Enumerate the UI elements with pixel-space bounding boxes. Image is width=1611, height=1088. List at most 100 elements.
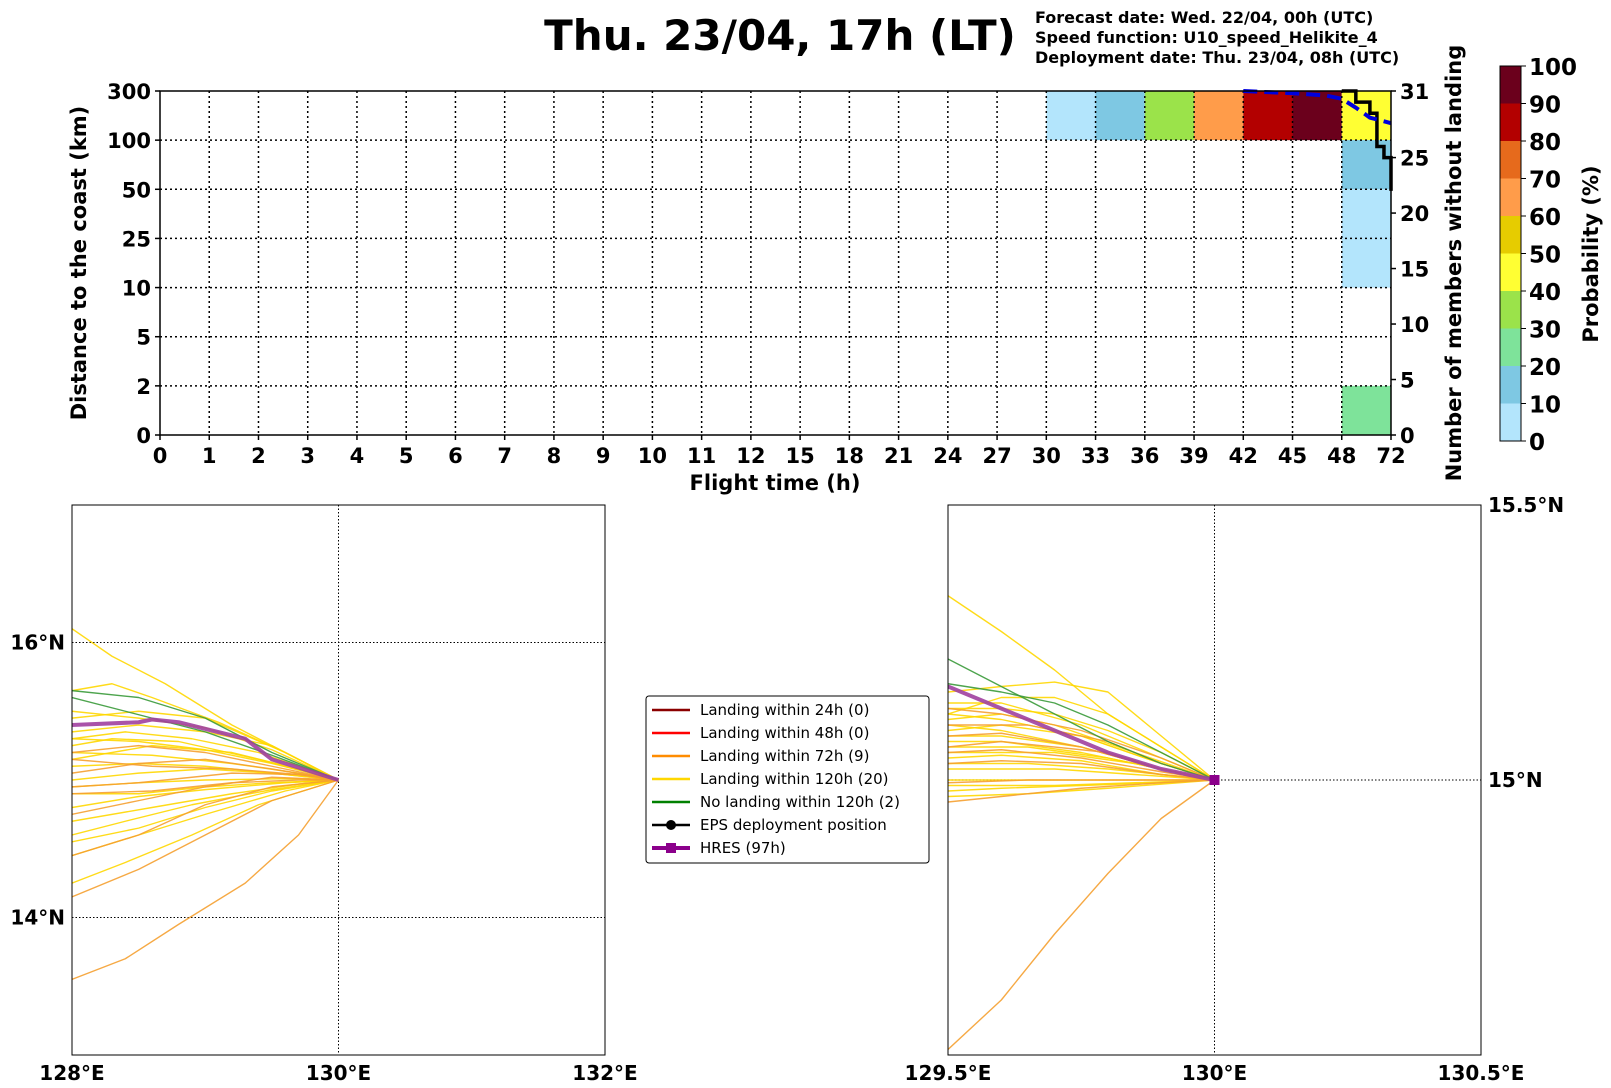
heatmap-x-tick-42: 42 [1229, 444, 1258, 468]
trajectory-member-22 [948, 779, 1215, 784]
heatmap-y-tick-300: 300 [107, 80, 151, 104]
trajectory-member-8 [72, 779, 339, 836]
map-lat-label-15°N: 15°N [1488, 768, 1543, 792]
colorbar-tick-70: 70 [1529, 168, 1561, 194]
trajectory-member-20 [948, 779, 1215, 1051]
heatmap-y-tick-5: 5 [136, 326, 151, 350]
heatmap-x-tick-7: 7 [497, 444, 512, 468]
trajectory-hres [948, 684, 1215, 782]
trajectory-member-29 [72, 689, 339, 781]
heatmap-x-tick-45: 45 [1278, 444, 1307, 468]
trajectory-member-26 [72, 744, 339, 781]
page-title: Thu. 23/04, 17h (LT) [544, 11, 1016, 60]
heatmap-panel: 0 1 2 3 4 5 6 7 8 9 10 11 12 15 18 21 24 27 30 33 36 39 42 45 48… [67, 45, 1466, 495]
colorbar-bin-7 [1500, 141, 1521, 179]
trajectory-member-30 [948, 683, 1215, 781]
legend-box [645, 695, 930, 864]
heatmap-cells [1046, 91, 1391, 435]
heatmap-background [160, 91, 1391, 435]
heatmap-x-tick-48: 48 [1327, 444, 1356, 468]
trajectory-member-29 [948, 658, 1215, 781]
colorbar-tick-80: 80 [1529, 130, 1561, 156]
member-count-lines [1243, 89, 1393, 191]
heatmap-cell-2 [1144, 91, 1195, 141]
heatmap-x-tick-18: 18 [835, 444, 864, 468]
heatmap-x-tick-6: 6 [448, 444, 463, 468]
members-without-landing-dashed-line [1243, 89, 1392, 126]
heatmap-y2-label: Number of members without landing [1442, 45, 1466, 482]
heatmap-grid [160, 91, 1391, 435]
map-lon-label-132°E: 132°E [572, 1061, 637, 1085]
map-wide-ticks: 128°E 130°E 132°E 14°N 16°N [10, 631, 637, 1086]
trajectory-member-13 [948, 779, 1215, 798]
members-without-landing-solid-line [1341, 89, 1393, 191]
trajectory-hres [72, 717, 340, 782]
heatmap-y2-tick-20: 20 [1400, 202, 1429, 226]
legend-marker-6 [666, 843, 676, 853]
heatmap-x-tick-33: 33 [1081, 444, 1110, 468]
legend-label-5: EPS deployment position [700, 816, 887, 834]
colorbar-tick-90: 90 [1529, 93, 1561, 119]
trajectory-member-21 [72, 779, 339, 898]
map-lat-label-14°N: 14°N [10, 906, 65, 930]
map-wide-grid [72, 505, 605, 1055]
trajectory-member-19 [72, 779, 339, 809]
heatmap-x-tick-24: 24 [933, 444, 962, 468]
heatmap-cell-5 [1292, 91, 1342, 141]
map-lon-label-130.5°E: 130.5°E [1438, 1061, 1525, 1085]
colorbar-bin-5 [1500, 216, 1521, 254]
heatmap-x-tick-72: 72 [1376, 444, 1405, 468]
colorbar-bin-3 [1500, 291, 1521, 329]
heatmap-cell-8 [1341, 189, 1391, 239]
colorbar-bin-0 [1500, 403, 1521, 441]
colorbar-ticks: 0 10 20 30 40 50 60 70 80 90 100 [1521, 55, 1577, 456]
heatmap-y-tick-25: 25 [122, 227, 151, 251]
heatmap-x-tick-3: 3 [300, 444, 315, 468]
heatmap-x-tick-2: 2 [251, 444, 266, 468]
heatmap-cell-0 [1046, 91, 1096, 141]
colorbar-bins [1500, 66, 1521, 441]
trajectory-member-9 [72, 779, 339, 843]
map-lon-label-130°E: 130°E [306, 1061, 371, 1085]
heatmap-x-tick-27: 27 [982, 444, 1011, 468]
heatmap-y2-tick-15: 15 [1400, 258, 1429, 282]
trajectory-member-18 [948, 768, 1215, 781]
legend-label-6: HRES (97h) [700, 839, 786, 857]
heatmap-cell-3 [1194, 91, 1244, 141]
trajectory-member-28 [72, 779, 339, 795]
heatmap-x-tick-15: 15 [786, 444, 815, 468]
heatmap-x-label: Flight time (h) [690, 471, 861, 495]
legend-label-2: Landing within 72h (9) [700, 747, 869, 765]
map-panel-zoom: 129.5°E 130°E 130.5°E 15°N 15.5°N [905, 493, 1565, 1085]
colorbar-tick-60: 60 [1529, 205, 1561, 231]
heatmap-x-tick-4: 4 [350, 444, 365, 468]
colorbar-bin-1 [1500, 366, 1521, 404]
legend: Landing within 24h (0) Landing within 48h… [645, 695, 930, 864]
trajectory-member-9 [948, 696, 1215, 781]
probability-colorbar: 0 10 20 30 40 50 60 70 80 90 100 Probability (%) [1499, 55, 1603, 456]
map-lon-label-130°E: 130°E [1182, 1061, 1247, 1085]
map-wide-trajectories [72, 628, 340, 981]
heatmap-x-tick-5: 5 [399, 444, 414, 468]
colorbar-tick-10: 10 [1529, 393, 1561, 419]
legend-items: Landing within 24h (0) Landing within 48h… [652, 701, 900, 857]
heatmap-x-tick-0: 0 [153, 444, 168, 468]
colorbar-tick-100: 100 [1529, 55, 1577, 81]
map-zoom-frame [947, 504, 1482, 1056]
heatmap-x-tick-11: 11 [687, 444, 716, 468]
trajectory-member-27 [948, 760, 1215, 781]
heatmap-y2-tick-5: 5 [1400, 369, 1415, 393]
colorbar-tick-0: 0 [1529, 430, 1545, 456]
trajectory-member-25 [72, 758, 339, 781]
deployment-date-text: Deployment date: Thu. 23/04, 08h (UTC) [1035, 48, 1399, 67]
heatmap-y-tick-0: 0 [136, 424, 151, 448]
colorbar-bin-8 [1500, 103, 1521, 141]
colorbar-tick-50: 50 [1529, 243, 1561, 269]
heatmap-y2-tick-25: 25 [1400, 147, 1429, 171]
heatmap-y-tick-100: 100 [107, 129, 151, 153]
heatmap-x-tick-21: 21 [884, 444, 913, 468]
map-zoom-ticks: 129.5°E 130°E 130.5°E 15°N 15.5°N [905, 493, 1565, 1085]
heatmap-cell-9 [1341, 238, 1391, 288]
